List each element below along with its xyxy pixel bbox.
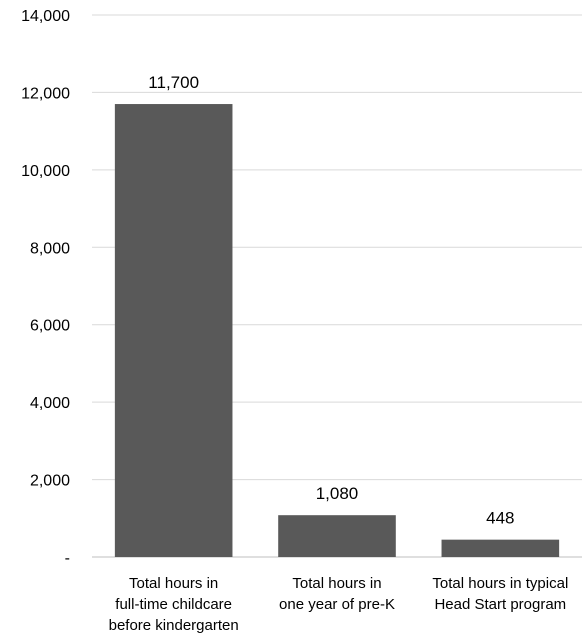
data-label: 1,080 [316,484,359,503]
x-tick-label: Total hours in typical Head Start program [432,575,568,613]
x-tick-label: Total hours in one year of pre-K [279,575,395,613]
data-label: 11,700 [148,73,199,92]
data-label: 448 [486,509,514,528]
x-tick-label-line: Total hours in typical [432,575,568,592]
bars [114,104,560,558]
x-tick-label-line: Total hours in [129,575,218,592]
x-tick-label: Total hours in full-time childcare before … [109,575,239,634]
y-tick-label: - [65,550,70,567]
y-tick-label: 10,000 [21,163,70,180]
y-tick-label: 12,000 [21,85,70,102]
x-tick-label-line: before kindergarten [109,617,239,634]
y-tick-label: 4,000 [30,395,70,412]
bar [278,515,396,557]
x-tick-label-line: one year of pre-K [279,596,395,613]
x-tick-label-line: Head Start program [434,596,566,613]
y-tick-label: 8,000 [30,240,70,257]
x-axis-tick-labels: Total hours in full-time childcare before … [109,575,569,634]
y-tick-label: 14,000 [21,8,70,25]
x-tick-label-line: Total hours in [292,575,381,592]
data-labels: 11,700 1,080 448 [148,73,514,528]
y-tick-label: 2,000 [30,473,70,490]
y-axis-tick-labels: - 2,000 4,000 6,000 8,000 10,000 12,000 14,000 [21,8,70,567]
bar [114,104,233,558]
x-tick-label-line: full-time childcare [115,596,232,613]
bar [441,539,560,557]
y-tick-label: 6,000 [30,318,70,335]
